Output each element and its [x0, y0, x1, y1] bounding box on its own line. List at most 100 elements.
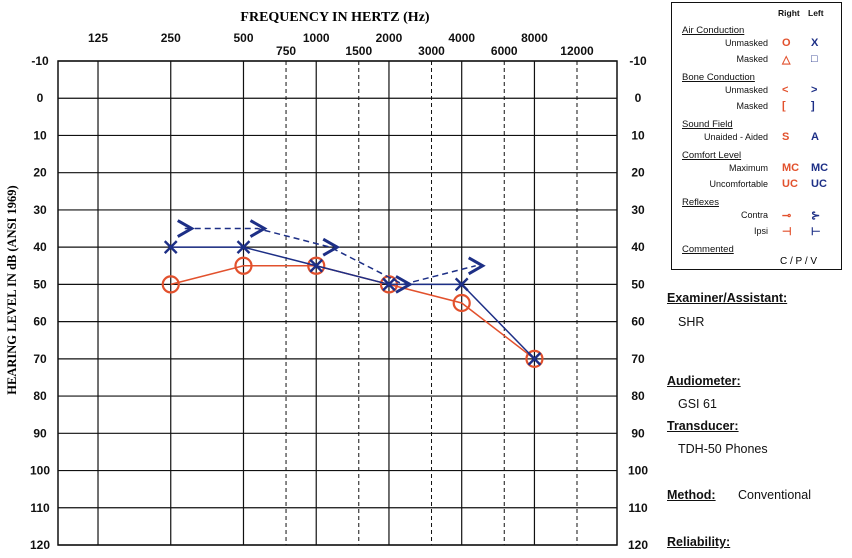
- legend-row-label: Unmasked: [724, 38, 768, 48]
- series-line: [184, 227, 476, 286]
- legend-row-label: Maximum: [728, 163, 768, 173]
- y-tick-left: 0: [37, 91, 44, 105]
- y-tick-right: 30: [631, 203, 645, 217]
- point-left-bone: [249, 219, 268, 238]
- point-right-air: [452, 293, 471, 313]
- legend-symbol-right: ⊣: [782, 226, 792, 238]
- legend-row-label: Masked: [736, 54, 768, 64]
- point-right-air: [307, 256, 326, 275]
- point-left-bone: [177, 219, 195, 238]
- y-tick-right: 80: [631, 389, 645, 403]
- point-right-air: [525, 349, 544, 368]
- y-tick-left: 20: [33, 166, 47, 180]
- legend-symbol-right: S: [782, 131, 790, 143]
- transducer-value: TDH-50 Phones: [678, 442, 768, 456]
- legend-symbol-right: ⊸: [782, 210, 792, 222]
- x-tick-mid: 3000: [418, 44, 445, 58]
- legend-category: Sound Field: [682, 119, 733, 130]
- legend-symbol-right: UC: [782, 178, 798, 190]
- legend-row-label: Unmasked: [724, 85, 768, 95]
- y-axis-label: HEARING LEVEL IN dB (ANSI 1969): [5, 185, 19, 394]
- y-tick-left: 10: [33, 128, 47, 142]
- legend-symbol-left: ]: [811, 100, 815, 112]
- method-value: Conventional: [738, 488, 811, 502]
- examiner-label: Examiner/Assistant:: [667, 291, 788, 305]
- legend-symbol-left: ⊢: [811, 226, 821, 238]
- x-tick-mid: 6000: [491, 44, 518, 58]
- y-tick-right: 40: [631, 240, 645, 254]
- legend-category: Bone Conduction: [682, 72, 755, 83]
- legend-row-label: Unaided - Aided: [703, 132, 768, 142]
- legend-symbol-left: X: [811, 37, 819, 49]
- x-tick-octave: 8000: [521, 31, 548, 45]
- legend-category: Air Conduction: [682, 25, 745, 36]
- y-tick-right: 90: [631, 426, 645, 440]
- y-tick-left: 60: [33, 315, 47, 329]
- legend-symbol-left: UC: [811, 178, 827, 190]
- point-right-air: [234, 256, 253, 275]
- y-tick-left: -10: [31, 54, 49, 68]
- point-left-bone: [395, 275, 413, 294]
- legend-category: Reflexes: [682, 197, 719, 208]
- y-tick-right: 20: [631, 166, 645, 180]
- x-tick-octave: 1000: [303, 31, 330, 45]
- x-tick-octave: 500: [233, 31, 253, 45]
- audiometer-value: GSI 61: [678, 397, 717, 411]
- point-left-bone: [322, 237, 341, 257]
- series-line: [170, 246, 535, 360]
- transducer-label: Transducer:: [667, 419, 739, 433]
- legend-symbol-right: △: [782, 54, 791, 66]
- legend-symbol-left: □: [811, 53, 818, 65]
- examiner-value: SHR: [678, 315, 705, 329]
- legend-left-header: Left: [808, 8, 824, 18]
- legend-symbol-left: ⊱: [811, 210, 821, 222]
- point-left-air: [527, 351, 542, 366]
- x-tick-mid: 1500: [345, 44, 372, 58]
- x-tick-mid: 750: [276, 44, 296, 58]
- y-tick-right: 10: [631, 128, 645, 142]
- y-tick-left: 50: [33, 277, 47, 291]
- point-left-air: [163, 240, 178, 255]
- y-tick-right: 120: [628, 538, 648, 552]
- audiometer-label: Audiometer:: [667, 374, 741, 388]
- legend-symbol-left: A: [811, 131, 819, 143]
- legend-category: Commented: [682, 244, 734, 255]
- point-left-air: [309, 258, 324, 273]
- y-tick-left: 70: [33, 352, 47, 366]
- y-tick-left: 90: [33, 426, 47, 440]
- plot-frame: [57, 60, 618, 546]
- legend-row-label: Masked: [736, 101, 768, 111]
- legend-category: Comfort Level: [682, 150, 742, 161]
- y-tick-left: 40: [33, 240, 47, 254]
- point-left-bone: [467, 256, 486, 276]
- legend-row-label: Contra: [740, 210, 768, 220]
- grid: [57, 60, 618, 546]
- legend-symbol-left: MC: [811, 162, 829, 174]
- legend-symbol-right: [: [782, 100, 786, 112]
- y-tick-right: 0: [635, 91, 642, 105]
- chart-title: FREQUENCY IN HERTZ (Hz): [240, 10, 429, 25]
- y-tick-right: 70: [631, 352, 645, 366]
- series-line: [170, 265, 535, 360]
- y-tick-right: 60: [631, 315, 645, 329]
- legend-row-label: Uncomfortable: [709, 179, 768, 189]
- legend-row-label: Ipsi: [753, 226, 768, 236]
- method-label: Method:: [667, 488, 716, 502]
- y-tick-left: 100: [30, 464, 50, 478]
- y-tick-left: 110: [30, 501, 50, 515]
- point-left-air: [236, 240, 251, 255]
- x-tick-octave: 125: [88, 31, 108, 45]
- y-tick-right: 110: [628, 501, 648, 515]
- y-tick-labels: -10 -10 0 0 10 10 20 20 30 30 40 40 50 50 60 60 70 70 80 80…: [30, 54, 648, 552]
- y-tick-right: 100: [628, 464, 648, 478]
- y-tick-left: 80: [33, 389, 47, 403]
- x-tick-octave: 2000: [376, 31, 403, 45]
- x-tick-octave: 250: [161, 31, 181, 45]
- y-tick-left: 30: [33, 203, 47, 217]
- point-left-air: [382, 277, 396, 292]
- reliability-label: Reliability:: [667, 535, 731, 549]
- point-left-air: [454, 277, 469, 292]
- x-tick-octave: 4000: [448, 31, 475, 45]
- legend-symbol-right: C / P / V: [780, 256, 818, 267]
